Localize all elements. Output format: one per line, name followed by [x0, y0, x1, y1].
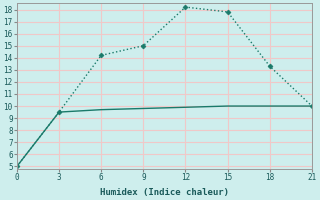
X-axis label: Humidex (Indice chaleur): Humidex (Indice chaleur)	[100, 188, 229, 197]
